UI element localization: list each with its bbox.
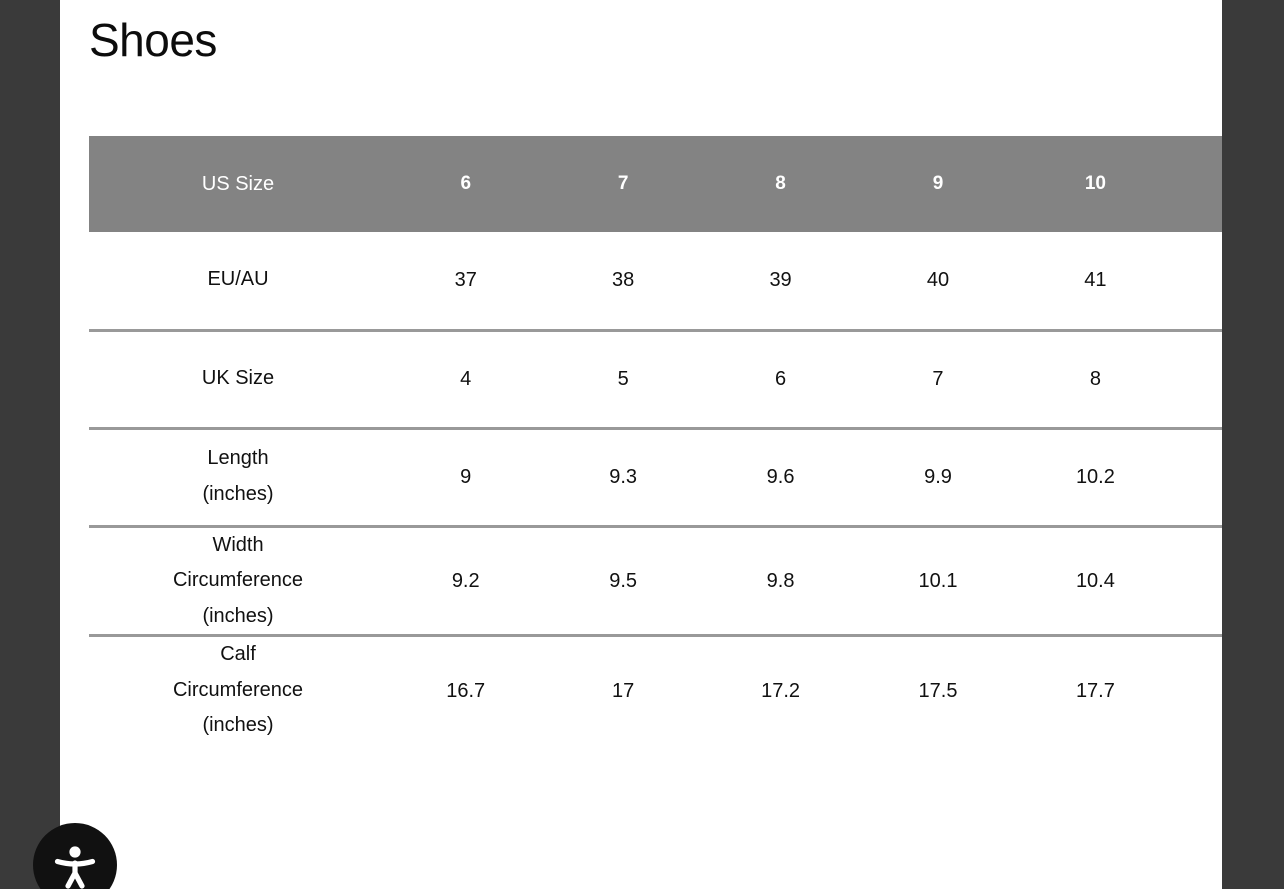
cell-length-9: 9.9 — [859, 428, 1017, 528]
cell-width-circumference-8: 9.8 — [701, 526, 860, 638]
table-row: Calf Circumference (inches) 16.7 17 17.2… — [89, 636, 1222, 744]
row-label-line: (inches) — [202, 604, 274, 627]
cell-eu-au-11: 42 — [1174, 232, 1222, 332]
cell-eu-au-7: 38 — [544, 232, 702, 332]
cell-eu-au-6: 37 — [387, 232, 545, 332]
header-size-9: 9 — [859, 136, 1017, 232]
cell-uk-size-11: 9 — [1174, 330, 1222, 430]
table-row: Length (inches) 9 9.3 9.6 9.9 10.2 10.6 … — [89, 428, 1222, 528]
cell-uk-size-8: 6 — [701, 330, 860, 430]
header-size-6: 6 — [387, 136, 545, 232]
size-guide-panel: Shoes US Size 6 7 8 9 10 11 12 — [60, 0, 1222, 889]
row-label-width-circumference: Width Circumference (inches) — [89, 526, 388, 638]
table-header: US Size 6 7 8 9 10 11 12 — [89, 136, 1222, 232]
cell-width-circumference-9: 10.1 — [859, 526, 1017, 638]
cell-eu-au-9: 40 — [859, 232, 1017, 332]
cell-width-circumference-11: 10.6 — [1174, 526, 1222, 638]
row-label-length: Length (inches) — [89, 428, 388, 528]
row-label-line: (inches) — [202, 483, 274, 505]
row-label-line: UK Size — [201, 367, 275, 390]
cell-length-8: 9.6 — [701, 428, 860, 528]
header-row: US Size 6 7 8 9 10 11 12 — [89, 136, 1222, 232]
row-label-line: Calf — [220, 643, 256, 666]
cell-width-circumference-10: 10.4 — [1016, 526, 1175, 638]
cell-calf-circumference-7: 17 — [612, 679, 635, 702]
cell-calf-circumference-9: 17.5 — [918, 679, 958, 702]
table-row: Width Circumference (inches) 9.2 9.5 9.8… — [89, 526, 1222, 638]
cell-width-circumference-7: 9.5 — [544, 526, 702, 638]
row-label-calf-circumference: Calf Circumference (inches) — [89, 636, 387, 744]
table-body: EU/AU 37 38 39 40 41 42 43 UK Size 4 — [89, 232, 1222, 744]
header-size-7: 7 — [544, 136, 702, 232]
cell-width-circumference-6: 9.2 — [387, 526, 545, 638]
cell-length-7: 9.3 — [544, 428, 702, 528]
cell-eu-au-10: 41 — [1016, 232, 1175, 332]
size-table-scroll-area[interactable]: US Size 6 7 8 9 10 11 12 EU/AU 37 — [89, 136, 1222, 889]
row-label-eu-au: EU/AU — [89, 232, 388, 332]
cell-uk-size-7: 5 — [544, 330, 702, 430]
cell-uk-size-6: 4 — [387, 330, 545, 430]
page-title: Shoes — [89, 14, 217, 66]
header-size-10: 10 — [1016, 136, 1175, 232]
header-size-8: 8 — [701, 136, 860, 232]
header-label-us-size: US Size — [89, 136, 388, 232]
cell-uk-size-10: 8 — [1016, 330, 1175, 430]
cell-length-11: 10.6 — [1174, 428, 1222, 528]
cell-calf-circumference-8: 17.2 — [761, 679, 801, 702]
cell-eu-au-8: 39 — [701, 232, 860, 332]
table-row: UK Size 4 5 6 7 8 9 10 — [89, 330, 1222, 430]
cell-calf-circumference-6: 16.7 — [446, 679, 486, 702]
row-label-line: EU/AU — [207, 268, 269, 291]
row-label-line: Length — [207, 447, 269, 470]
table-row: EU/AU 37 38 39 40 41 42 43 — [89, 232, 1222, 332]
cell-calf-circumference-10: 17.7 — [1075, 679, 1115, 702]
size-chart-table: US Size 6 7 8 9 10 11 12 EU/AU 37 — [89, 136, 1222, 744]
accessibility-widget-button[interactable] — [33, 823, 117, 889]
accessibility-person-icon — [51, 841, 99, 889]
row-label-line: Circumference — [172, 678, 304, 701]
cell-calf-circumference-11: 17.9 — [1174, 636, 1222, 744]
row-label-uk-size: UK Size — [89, 330, 388, 430]
row-label-line: Width — [212, 533, 264, 556]
cell-length-6: 9 — [387, 428, 545, 528]
cell-uk-size-9: 7 — [859, 330, 1017, 430]
row-label-line: (inches) — [202, 714, 274, 737]
row-label-line: Circumference — [172, 569, 304, 592]
cell-length-10: 10.2 — [1016, 428, 1175, 528]
header-size-11: 11 — [1174, 136, 1222, 232]
